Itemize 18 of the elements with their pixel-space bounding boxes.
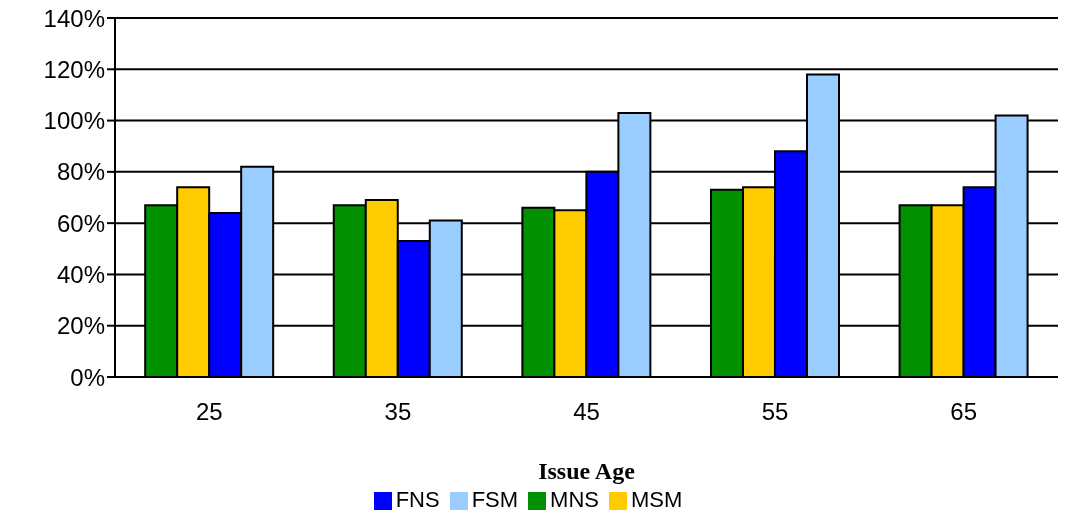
x-tick-label: 45 <box>573 398 600 426</box>
y-tick-label: 140% <box>43 4 105 32</box>
y-tick-label: 0% <box>70 363 105 391</box>
x-tick-label: 25 <box>195 398 223 426</box>
legend-label: FSM <box>471 487 519 512</box>
x-tick-label: 55 <box>761 398 789 426</box>
y-tick-label: 120% <box>43 55 105 83</box>
y-tick-label: 20% <box>56 312 105 340</box>
x-axis-title: Issue Age <box>538 458 636 484</box>
legend-label: FNS <box>395 487 440 512</box>
y-tick-label: 60% <box>56 209 105 237</box>
y-tick-label: 80% <box>56 158 105 186</box>
legend-label: MNS <box>550 487 599 512</box>
x-tick-label: 65 <box>950 398 978 426</box>
x-tick-label: 35 <box>384 398 412 426</box>
y-tick-label: 40% <box>56 260 105 288</box>
y-tick-label: 100% <box>43 107 105 135</box>
legend-label: MSM <box>631 487 683 512</box>
